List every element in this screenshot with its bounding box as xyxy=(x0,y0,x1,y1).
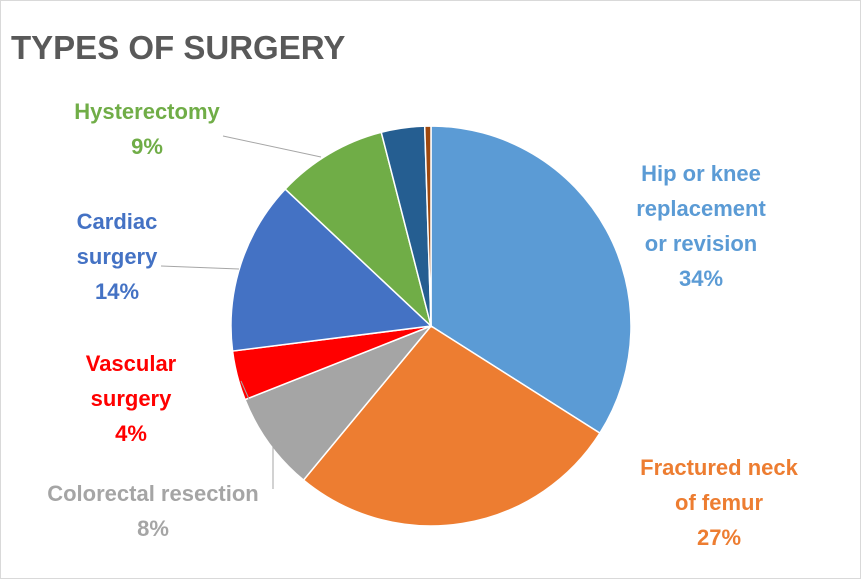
leader-line xyxy=(160,265,240,270)
data-label-name: surgery xyxy=(91,386,172,411)
data-label-percent: 14% xyxy=(95,279,139,304)
leader-line xyxy=(222,135,322,158)
leader-line xyxy=(240,380,250,400)
data-label-name: Fractured neck xyxy=(640,455,798,480)
data-label-name: Cardiac xyxy=(77,209,158,234)
data-label-name: of femur xyxy=(675,490,763,515)
data-label-name: Vascular xyxy=(86,351,177,376)
data-label-name: or revision xyxy=(645,231,757,256)
data-label-percent: 4% xyxy=(115,421,147,446)
leader-line xyxy=(272,440,282,489)
data-label-percent: 34% xyxy=(679,266,723,291)
chart-title: TYPES OF SURGERY xyxy=(11,29,345,66)
pie-slice-unlabeled-7 xyxy=(423,125,432,327)
pie-slice-colorectal-resection xyxy=(244,325,432,482)
data-label-percent: 9% xyxy=(131,134,163,159)
data-label-name: Colorectal resection xyxy=(47,481,259,506)
pie-slice-hip-or-knee-replacement-or-revision xyxy=(430,125,632,435)
data-label-name: surgery xyxy=(77,244,158,269)
pie-slice-fractured-neck-of-femur xyxy=(302,325,601,527)
data-label-name: Hysterectomy xyxy=(74,99,220,124)
pie-slice-cardiac-surgery xyxy=(230,188,433,352)
data-label-name: replacement xyxy=(636,196,766,221)
data-label-name: Hip or knee xyxy=(641,161,761,186)
data-label-percent: 27% xyxy=(697,525,741,550)
data-label-percent: 8% xyxy=(137,516,169,541)
pie-slice-hysterectomy xyxy=(284,131,433,329)
